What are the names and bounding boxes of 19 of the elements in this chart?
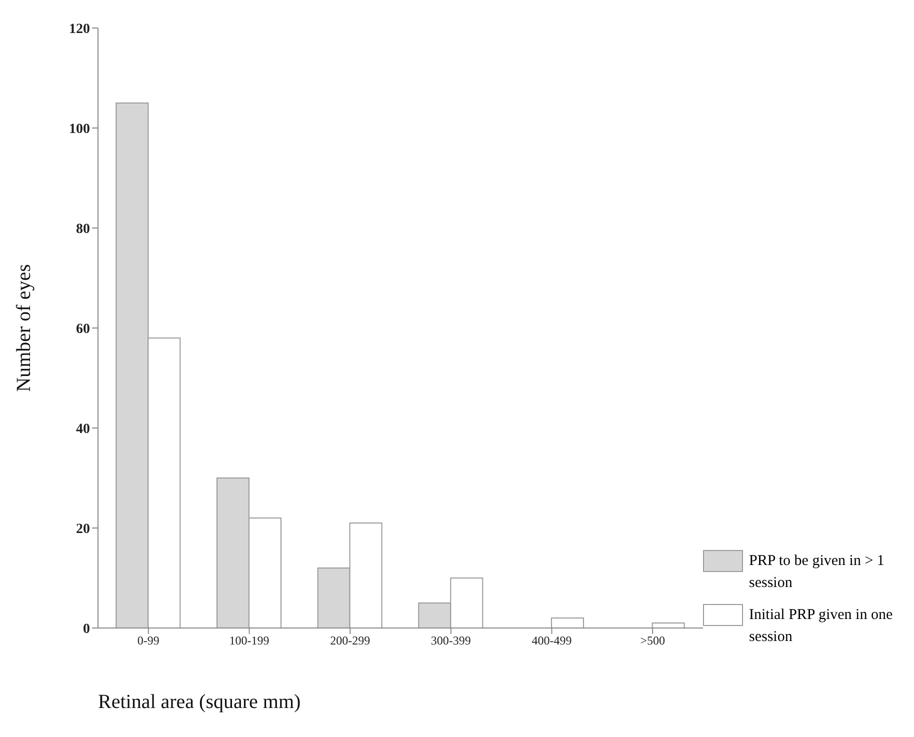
legend-label: Initial PRP given in one session	[749, 606, 893, 647]
y-tick-label: 100	[69, 122, 90, 137]
y-tick-label: 80	[76, 222, 90, 237]
legend-label: PRP to be given in > 1 session	[749, 552, 886, 593]
y-axis-title: Number of eyes	[13, 264, 36, 392]
x-tick-label: 200-299	[330, 634, 370, 648]
bar	[652, 622, 685, 628]
y-tick-label: 60	[76, 322, 90, 337]
x-tick-label: >500	[640, 634, 665, 648]
y-tick-label: 40	[76, 422, 90, 437]
y-tick-label: 0	[83, 622, 90, 637]
y-tick-label: 20	[76, 522, 90, 537]
x-tick-label: 0-99	[137, 634, 160, 648]
x-tick-label: 300-399	[430, 634, 471, 648]
x-tick-label: 100-199	[229, 634, 270, 648]
x-axis-title: Retinal area (square mm)	[98, 691, 301, 713]
bar	[550, 618, 584, 628]
y-tick-label: 120	[69, 22, 90, 37]
x-tick-label: 400-499	[532, 634, 572, 648]
